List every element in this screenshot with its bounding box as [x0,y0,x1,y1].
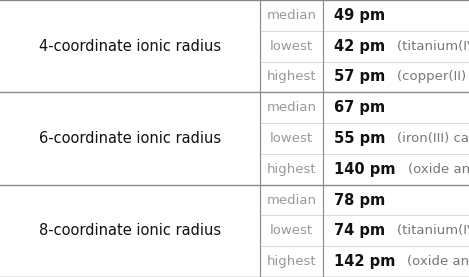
Text: 4-coordinate ionic radius: 4-coordinate ionic radius [39,39,221,54]
Text: 67 pm: 67 pm [334,100,386,115]
Text: (oxide anion): (oxide anion) [408,163,469,176]
Text: 42 pm: 42 pm [334,39,386,54]
Text: 74 pm: 74 pm [334,223,386,238]
Text: highest: highest [267,163,316,176]
Text: lowest: lowest [270,132,313,145]
Text: 78 pm: 78 pm [334,193,386,207]
Text: highest: highest [267,70,316,83]
Text: 55 pm: 55 pm [334,131,386,146]
Text: (titanium(IV) cation): (titanium(IV) cation) [397,40,469,53]
Text: (copper(II) cation): (copper(II) cation) [397,70,469,83]
Text: median: median [266,194,317,207]
Text: median: median [266,9,317,22]
Text: (iron(III) cation): (iron(III) cation) [398,132,469,145]
Text: highest: highest [267,255,316,268]
Text: 142 pm: 142 pm [334,254,396,269]
Text: 6-coordinate ionic radius: 6-coordinate ionic radius [39,131,221,146]
Text: 140 pm: 140 pm [334,162,396,177]
Text: 8-coordinate ionic radius: 8-coordinate ionic radius [39,223,221,238]
Text: 57 pm: 57 pm [334,70,386,84]
Text: 49 pm: 49 pm [334,8,386,23]
Text: median: median [266,101,317,114]
Text: lowest: lowest [270,40,313,53]
Text: (oxide anion): (oxide anion) [408,255,469,268]
Text: (titanium(IV) cation): (titanium(IV) cation) [397,224,469,237]
Text: lowest: lowest [270,224,313,237]
